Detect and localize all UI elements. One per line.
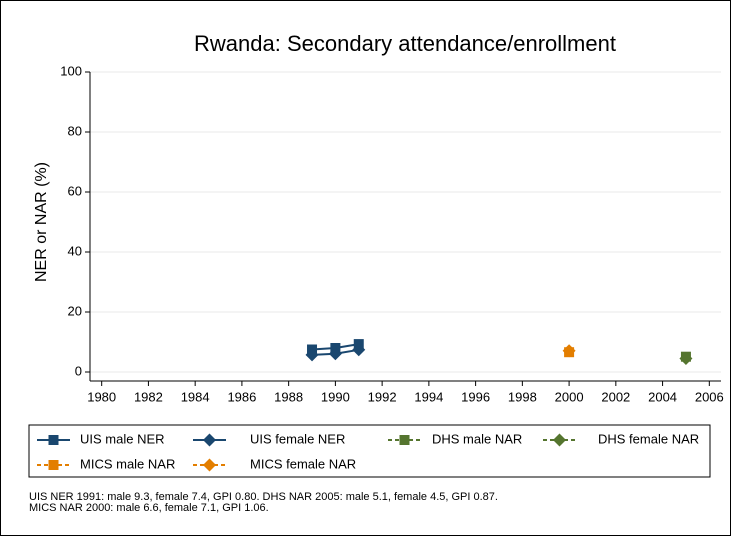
- legend-marker: [48, 435, 59, 445]
- y-tick-label: 60: [68, 183, 82, 198]
- legend-marker: [203, 458, 216, 472]
- x-tick-label: 1990: [321, 389, 350, 404]
- y-tick-label: 40: [68, 243, 82, 258]
- x-tick-label: 1984: [181, 389, 210, 404]
- y-tick-label: 20: [68, 303, 82, 318]
- legend-label: UIS male NER: [80, 431, 165, 446]
- legend-marker: [399, 435, 410, 445]
- legend-marker: [48, 460, 59, 470]
- legend-label: MICS male NAR: [80, 456, 175, 471]
- x-tick-label: 1996: [461, 389, 490, 404]
- legend-box: [28, 424, 711, 478]
- x-tick-label: 1992: [368, 389, 397, 404]
- chart-title: Rwanda: Secondary attendance/enrollment: [194, 31, 616, 56]
- x-tick-label: 1988: [274, 389, 303, 404]
- marker: [352, 343, 366, 357]
- marker: [305, 348, 319, 362]
- x-tick-label: 1994: [414, 389, 443, 404]
- legend-marker: [553, 433, 566, 447]
- x-tick-label: 2004: [648, 389, 677, 404]
- y-axis-label: NER or NAR (%): [33, 162, 50, 282]
- x-tick-label: 2000: [555, 389, 584, 404]
- x-tick-label: 1986: [227, 389, 256, 404]
- legend-label: DHS female NAR: [598, 431, 699, 446]
- x-tick-label: 1980: [87, 389, 116, 404]
- legend-label: MICS female NAR: [250, 456, 356, 471]
- legend-label: DHS male NAR: [432, 431, 522, 446]
- x-tick-label: 2002: [601, 389, 630, 404]
- note: UIS NER 1991: male 9.3, female 7.4, GPI …: [29, 491, 498, 503]
- marker: [679, 352, 693, 365]
- note: MICS NAR 2000: male 6.6, female 7.1, GPI…: [29, 502, 269, 514]
- x-tick-label: 1982: [134, 389, 163, 404]
- y-tick-label: 80: [68, 123, 82, 138]
- marker: [328, 347, 342, 361]
- x-tick-label: 1998: [508, 389, 537, 404]
- x-tick-label: 2006: [695, 389, 724, 404]
- legend-label: UIS female NER: [250, 431, 345, 446]
- y-tick-label: 100: [60, 63, 82, 78]
- marker: [562, 344, 576, 358]
- legend-marker: [203, 433, 216, 447]
- y-tick-label: 0: [75, 363, 82, 378]
